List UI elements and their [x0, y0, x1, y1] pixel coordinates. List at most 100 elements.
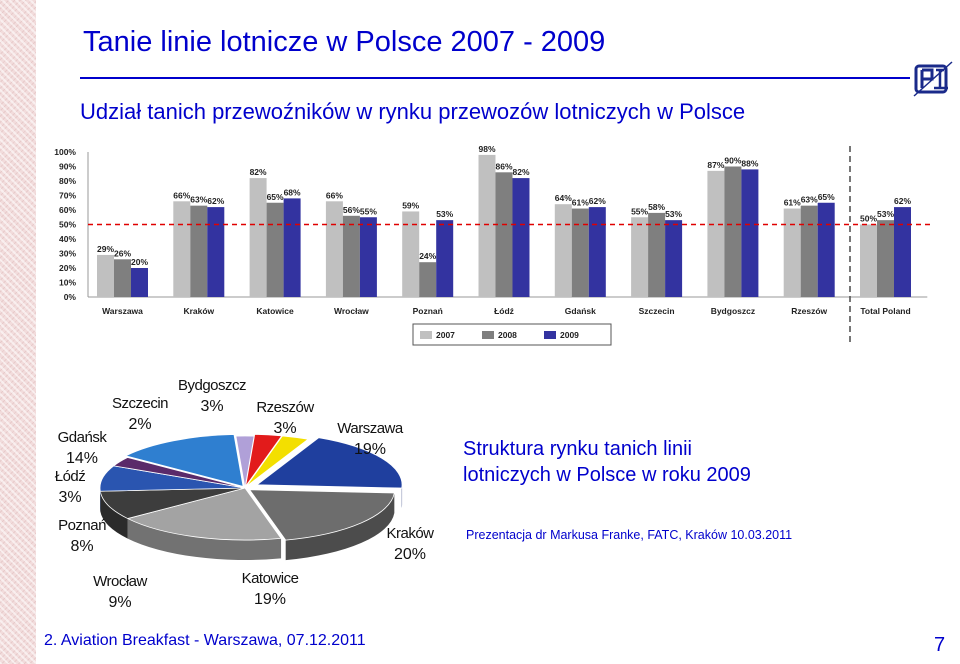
data-label: 26%	[114, 248, 131, 258]
data-label: 50%	[860, 214, 877, 224]
x-tick-label: Wrocław	[334, 306, 369, 316]
y-tick-label: 80%	[59, 176, 76, 186]
data-label: 63%	[801, 195, 818, 205]
bar-2008	[114, 259, 131, 297]
bar-2008	[419, 262, 437, 297]
pie-slice-8	[245, 433, 283, 487]
data-label: 88%	[741, 158, 758, 168]
pie-value: 14%	[66, 450, 98, 467]
pie-label: Bydgoszcz	[178, 377, 246, 394]
pie-label: Kraków	[386, 525, 434, 542]
bar-2007	[478, 154, 496, 297]
pie-slice-9	[246, 435, 310, 487]
data-label: 53%	[665, 209, 682, 219]
pie-slice-6	[124, 434, 244, 487]
pie-slice-top	[246, 435, 310, 487]
legend-box	[412, 323, 612, 346]
bar-2009	[436, 220, 454, 297]
bar-2008	[648, 212, 666, 297]
pie-label: Gdańsk	[58, 429, 108, 446]
pie-label: Wrocław	[93, 573, 147, 590]
data-label: 29%	[97, 244, 114, 254]
data-label: 53%	[436, 209, 453, 219]
pie-slice-top	[112, 457, 246, 489]
pie-slice-top	[255, 437, 403, 489]
pie-label: Katowice	[242, 570, 299, 587]
data-label: 64%	[555, 193, 572, 203]
bar-2007	[173, 201, 191, 297]
pie-slice-1	[248, 489, 395, 561]
y-tick-label: 40%	[59, 234, 76, 244]
data-label: 24%	[419, 251, 436, 261]
data-label: 62%	[207, 196, 224, 206]
data-label: 55%	[360, 206, 377, 216]
pie-label: Warszawa	[337, 420, 404, 437]
pie-slice-side	[285, 492, 395, 561]
bar-chart: 0%10%20%30%40%50%60%70%80%90%100%29% 26%2…	[54, 146, 934, 346]
pie-slice-side	[127, 518, 282, 560]
legend-label: 2007	[436, 330, 455, 340]
data-label: 20%	[131, 257, 148, 267]
data-label: 62%	[589, 196, 606, 206]
data-label: 98%	[478, 146, 495, 154]
data-label: 61%	[784, 198, 801, 208]
y-tick-label: 30%	[59, 249, 76, 259]
data-label: 87%	[707, 160, 724, 170]
x-tick-label: Total Poland	[860, 306, 910, 316]
y-tick-label: 100%	[54, 147, 76, 157]
data-label: 82%	[250, 167, 267, 177]
bar-2009	[817, 202, 835, 297]
legend: 2007 2008 2009	[412, 323, 612, 346]
pie-value: 20%	[394, 546, 426, 563]
legend-label: 2009	[560, 330, 579, 340]
data-label: 56%	[343, 205, 360, 215]
page-number: 7	[934, 634, 946, 656]
bar-2009	[894, 207, 911, 297]
data-label: 66%	[173, 190, 190, 200]
data-label: 90%	[724, 156, 741, 166]
bar-2007	[707, 170, 725, 297]
chart-subtitle: Udział tanich przewoźników w rynku przew…	[80, 99, 746, 124]
data-label: 66%	[326, 190, 343, 200]
x-tick-label: Poznań	[413, 306, 443, 316]
data-label: 65%	[267, 192, 284, 202]
pie-label: Szczecin	[112, 395, 168, 412]
bar-2008	[800, 205, 818, 297]
bar-2007	[402, 211, 420, 297]
data-label: 55%	[631, 206, 648, 216]
legend-swatch	[420, 331, 432, 339]
bar-2009	[283, 198, 301, 297]
y-tick-label: 0%	[64, 292, 77, 302]
pie-label: Rzeszów	[256, 399, 314, 416]
y-tick-label: 90%	[59, 162, 76, 172]
market-structure-caption: Struktura rynku tanich linii lotniczych …	[463, 438, 751, 486]
bar-2009	[359, 217, 377, 297]
legend-swatch	[544, 331, 556, 339]
x-tick-label: Warszawa	[102, 306, 143, 316]
x-tick-label: Katowice	[256, 306, 294, 316]
footer-text: 2. Aviation Breakfast - Warszawa, 07.12.…	[44, 632, 366, 649]
pie-value: 19%	[354, 441, 386, 458]
bar-2008	[342, 215, 360, 297]
bar-2008	[190, 205, 208, 297]
y-tick-label: 50%	[59, 220, 76, 230]
pie-slice-top	[245, 433, 283, 487]
data-label: 58%	[648, 202, 665, 212]
y-tick-label: 20%	[59, 263, 76, 273]
pie-value: 9%	[108, 594, 131, 611]
bar-2008	[724, 166, 742, 297]
y-tick-label: 60%	[59, 205, 76, 215]
title-divider	[80, 77, 910, 79]
decorative-side-strip	[0, 0, 36, 664]
pie-slice-0	[255, 437, 403, 509]
bar-2008	[877, 220, 894, 297]
pie-chart: Warszawa 19% Kraków 20% Katowice 19% Wrocław 9%…	[55, 377, 435, 611]
pie-label: Łódź	[55, 468, 86, 485]
data-label: 61%	[572, 198, 589, 208]
x-tick-label: Kraków	[183, 306, 214, 316]
bar-2007	[97, 254, 114, 297]
bar-2009	[131, 268, 148, 297]
data-label: 68%	[284, 187, 301, 197]
legend-label: 2008	[498, 330, 517, 340]
bar-2009	[588, 207, 606, 297]
